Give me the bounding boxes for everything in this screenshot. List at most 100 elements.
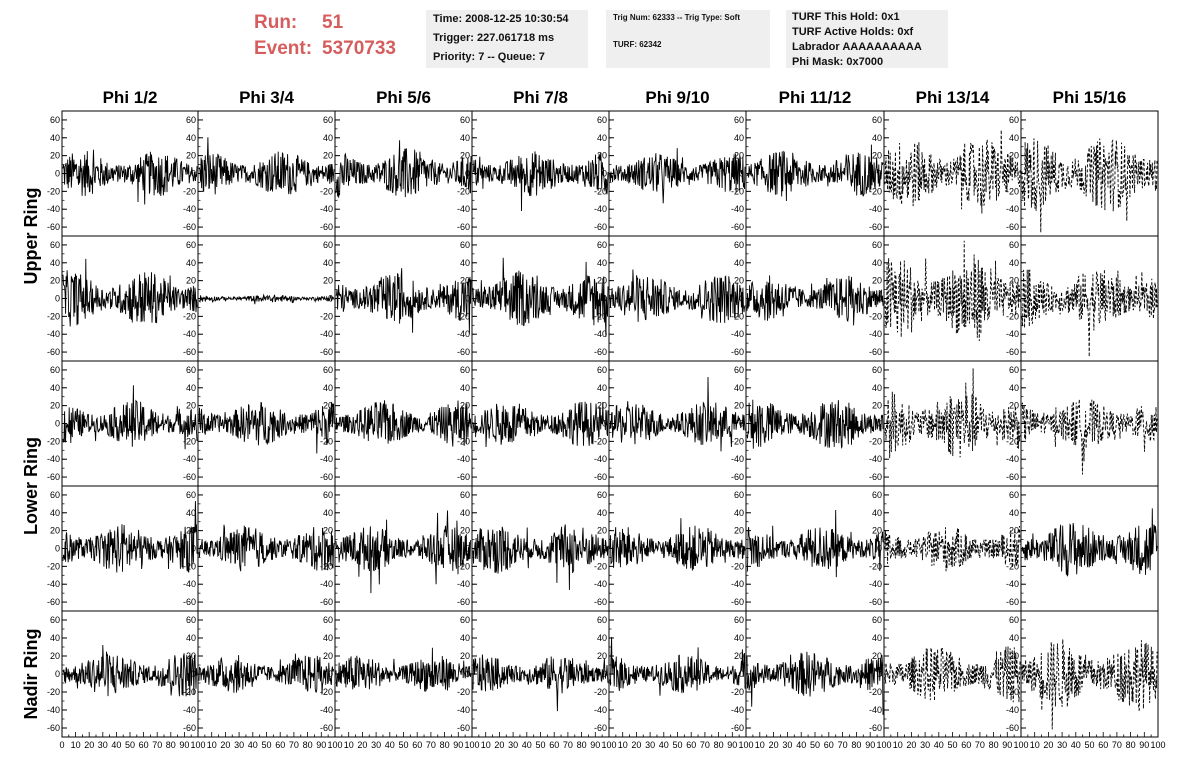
ytick-label: 40 [323,383,333,393]
xtick-label: 60 [1098,740,1108,750]
waveform-trace-r5-c3 [335,647,472,693]
xtick-label: 90 [453,740,463,750]
waveform-trace-r4-c4 [472,524,609,591]
ytick-label: -60 [869,222,882,232]
time-text: Time: 2008-12-25 10:30:54 [433,13,569,25]
ytick-label: -20 [47,687,60,697]
ytick-label: 0 [739,169,744,179]
ytick-label: 60 [872,615,882,625]
xtick-label: 20 [769,740,779,750]
ytick-label: 0 [191,294,196,304]
ytick-label: -20 [1006,687,1019,697]
xtick-label: 100 [190,740,205,750]
ytick-label: 0 [739,294,744,304]
xtick-label: 60 [139,740,149,750]
ytick-label: -60 [869,723,882,733]
xtick-label: 90 [590,740,600,750]
ytick-label: 20 [597,526,607,536]
run-label: Run: [254,12,298,33]
ytick-label: 0 [55,169,60,179]
waveform-trace-r1-c6 [746,144,884,202]
waveform-trace-r3-c6 [746,399,884,449]
ytick-label: 40 [872,133,882,143]
trig-info-panel: Trig Num: 62333 -- Trig Type: Soft TURF:… [606,10,770,68]
ytick-label: 40 [1009,258,1019,268]
ytick-label: 40 [734,133,744,143]
ytick-label: 60 [1009,115,1019,125]
ytick-label: -20 [594,186,607,196]
ytick-label: 20 [872,276,882,286]
ytick-label: 60 [323,490,333,500]
ytick-label: 40 [1009,383,1019,393]
ytick-label: -40 [1006,204,1019,214]
ytick-label: -60 [457,222,470,232]
ytick-label: -60 [731,723,744,733]
ytick-label: 20 [323,651,333,661]
ytick-label: -40 [183,705,196,715]
ytick-label: 0 [191,544,196,554]
ytick-label: 20 [597,651,607,661]
column-title-5: Phi 9/10 [645,88,709,107]
xtick-label: 10 [207,740,217,750]
waveform-trace-r2-c2 [198,293,335,305]
xtick-label: 100 [601,740,616,750]
ytick-label: -60 [47,222,60,232]
ytick-label: -40 [47,579,60,589]
ytick-label: 40 [50,383,60,393]
ytick-label: -40 [320,579,333,589]
xtick-label: 20 [494,740,504,750]
ytick-label: 60 [872,115,882,125]
xtick-label: 80 [1126,740,1136,750]
waveform-trace-r2-c3 [335,268,472,334]
ytick-label: 20 [1009,151,1019,161]
ytick-label: -40 [594,204,607,214]
ytick-label: -60 [183,347,196,357]
ytick-label: 60 [460,490,470,500]
ytick-label: -20 [183,561,196,571]
xtick-label: 80 [714,740,724,750]
ytick-label: 40 [872,258,882,268]
labrador-text: Labrador AAAAAAAAAA [792,41,922,53]
ytick-label: 40 [872,508,882,518]
ytick-label: -40 [183,329,196,339]
ytick-label: -40 [731,204,744,214]
ytick-label: 60 [1009,490,1019,500]
xtick-label: 100 [1013,740,1028,750]
ytick-label: 60 [734,490,744,500]
xtick-label: 70 [426,740,436,750]
ytick-label: 20 [460,276,470,286]
waveform-trace-r2-c6 [746,275,884,326]
ytick-label: -60 [47,472,60,482]
waveform-trace-r3-c2 [198,401,335,454]
ytick-label: 60 [597,490,607,500]
ytick-label: 40 [460,633,470,643]
column-title-6: Phi 11/12 [779,88,852,107]
ytick-label: -60 [320,597,333,607]
xtick-label: 50 [1084,740,1094,750]
ytick-label: 40 [50,508,60,518]
ytick-label: -20 [457,436,470,446]
turf-this-hold-text: TURF This Hold: 0x1 [792,11,900,23]
waveform-trace-r1-c8 [1021,138,1158,233]
ytick-label: 20 [323,151,333,161]
ytick-label: 0 [1014,669,1019,679]
ytick-label: 60 [597,365,607,375]
xtick-label: 90 [316,740,326,750]
ytick-label: 20 [734,651,744,661]
ytick-label: 0 [602,294,607,304]
ytick-label: 60 [734,240,744,250]
ytick-label: -60 [1006,347,1019,357]
ytick-label: -60 [183,222,196,232]
xtick-label: 80 [989,740,999,750]
ytick-label: -60 [457,347,470,357]
ytick-label: 40 [1009,508,1019,518]
ytick-label: -20 [320,186,333,196]
ytick-label: 20 [323,526,333,536]
ytick-label: 60 [734,115,744,125]
ytick-label: 60 [597,115,607,125]
ytick-label: 60 [734,615,744,625]
ytick-label: 20 [323,401,333,411]
ytick-label: 60 [460,240,470,250]
xtick-label: 100 [1150,740,1165,750]
ytick-label: -20 [869,687,882,697]
